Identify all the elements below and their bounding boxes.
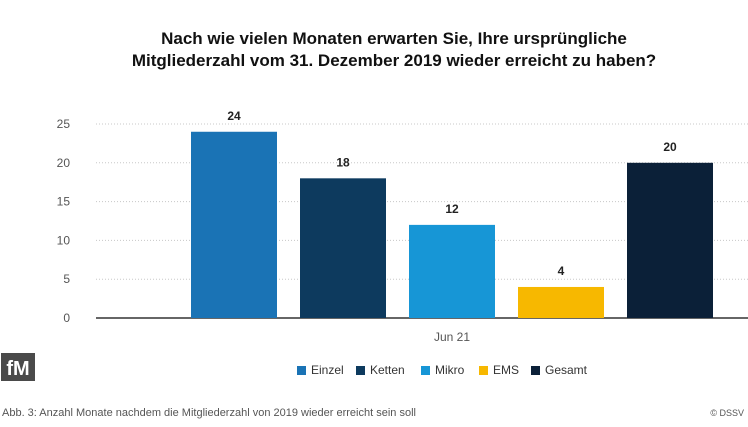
- y-tick-label: 0: [63, 311, 70, 325]
- chart-title-line-2: Mitgliederzahl vom 31. Dezember 2019 wie…: [131, 51, 657, 70]
- legend-label: Einzel: [311, 363, 344, 377]
- caption-bar: [0, 398, 748, 427]
- y-tick-label: 20: [57, 156, 71, 170]
- legend-item-ems: EMS: [479, 362, 519, 378]
- x-category-label: Jun 21: [434, 330, 470, 344]
- legend-swatch: [479, 365, 488, 375]
- bar-einzel: [191, 131, 277, 318]
- figure-caption: Abb. 3: Anzahl Monate nachdem die Mitgli…: [2, 407, 416, 419]
- legend-label: Mikro: [435, 363, 465, 377]
- y-tick-label: 25: [57, 117, 71, 131]
- chart-panel: Nach wie vielen Monaten erwarten Sie, Ih…: [0, 29, 748, 378]
- legend-label: EMS: [493, 363, 520, 377]
- legend-item-ketten: Ketten: [356, 362, 405, 378]
- bar-mikro: [409, 224, 495, 318]
- legend-label: Gesamt: [545, 363, 588, 377]
- legend-swatch: [421, 365, 430, 375]
- chart-title-line-1: Nach wie vielen Monaten erwarten Sie, Ih…: [161, 29, 627, 48]
- logo-text: fM: [6, 358, 29, 380]
- legend-swatch: [356, 365, 365, 375]
- y-tick-label: 15: [57, 195, 71, 209]
- legend-label: Ketten: [370, 363, 405, 377]
- legend-item-gesamt: Gesamt: [531, 362, 587, 378]
- data-label: 20: [663, 140, 677, 154]
- fm-logo: fM: [1, 353, 35, 381]
- legend-swatch: [297, 365, 306, 375]
- bar-chart: 0 5 10 15 20 25 24 18 12 4 20 Jun 21: [57, 109, 748, 344]
- data-label: 24: [227, 109, 241, 123]
- data-label: 12: [445, 202, 459, 216]
- legend-item-einzel: Einzel: [297, 362, 344, 378]
- y-tick-label: 10: [57, 233, 71, 247]
- bar-ems: [518, 286, 604, 318]
- copyright-credit: © DSSV: [710, 408, 744, 418]
- data-label: 4: [558, 264, 565, 278]
- chart-legend: Einzel Ketten Mikro EMS Gesamt: [0, 362, 748, 378]
- legend-swatch: [531, 365, 540, 375]
- data-label: 18: [336, 155, 350, 169]
- bar-gesamt: [627, 162, 713, 318]
- y-tick-label: 5: [63, 272, 70, 286]
- bar-ketten: [300, 178, 386, 318]
- legend-item-mikro: Mikro: [421, 362, 464, 378]
